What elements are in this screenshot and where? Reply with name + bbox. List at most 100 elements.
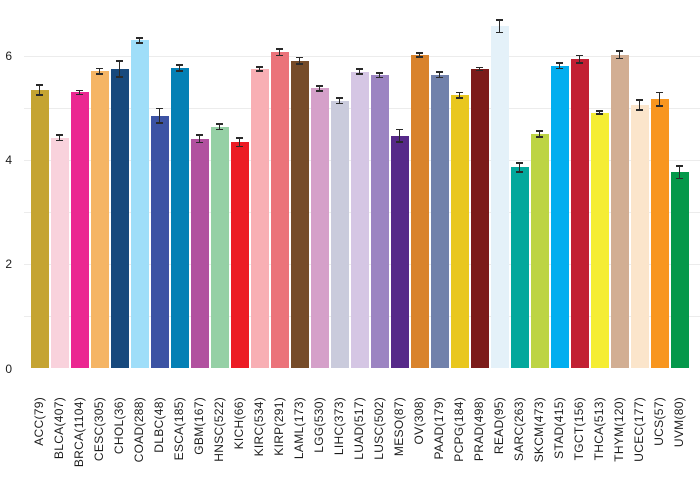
- bar-kich: [230, 142, 249, 369]
- error-bar-cap-top: [596, 110, 603, 113]
- error-bar-cap-bottom: [476, 69, 483, 72]
- error-bar-cap-top: [76, 89, 83, 92]
- error-bar: [258, 66, 261, 72]
- error-bar-cap-bottom: [396, 141, 403, 143]
- x-axis-tick-label: BRCA(1104): [72, 397, 86, 468]
- error-bar-cap-bottom: [676, 177, 683, 180]
- x-axis-tick-label: READ(95): [492, 397, 506, 455]
- error-bar-cap-top: [336, 97, 343, 100]
- bar-laml: [290, 60, 309, 369]
- error-bar: [538, 131, 541, 138]
- x-axis-tick-label: CESC(305): [92, 397, 106, 462]
- x-axis-tick-label: CHOL(36): [112, 397, 126, 455]
- error-bar-cap-top: [556, 62, 563, 65]
- error-bar-cap-bottom: [336, 102, 343, 105]
- error-bar: [58, 135, 61, 141]
- bar-kirp: [270, 52, 289, 369]
- error-bar-cap-bottom: [216, 128, 223, 131]
- bar-pcpg: [450, 95, 469, 369]
- x-axis-tick-label: THYM(120): [612, 397, 626, 462]
- error-bar: [358, 69, 361, 75]
- error-bar-cap-top: [476, 66, 483, 69]
- error-bar: [278, 49, 281, 56]
- x-axis-tick-label: PCPG(184): [452, 397, 466, 462]
- bar-brca: [70, 92, 89, 369]
- error-bar: [78, 90, 81, 95]
- error-bar-cap-bottom: [156, 122, 163, 125]
- error-bar-cap-bottom: [136, 42, 143, 44]
- bar-sarc: [510, 167, 529, 369]
- error-bar-cap-top: [96, 67, 103, 70]
- error-bar-cap-top: [356, 68, 363, 70]
- error-bar: [238, 138, 241, 147]
- y-axis-tick-label: 2: [5, 257, 12, 272]
- error-bar-cap-bottom: [256, 70, 263, 72]
- error-bar-cap-top: [136, 36, 143, 39]
- error-bar: [158, 108, 161, 124]
- error-bar: [38, 84, 41, 96]
- error-bar: [458, 92, 461, 98]
- x-axis-tick-label: BLCA(407): [52, 397, 66, 460]
- x-axis-tick-label: SARC(263): [512, 397, 526, 462]
- x-axis-tick-label: STAD(415): [552, 397, 566, 459]
- error-bar-cap-top: [156, 107, 163, 110]
- error-bar-cap-bottom: [296, 62, 303, 65]
- error-bar-cap-bottom: [536, 136, 543, 139]
- error-bar-cap-bottom: [56, 139, 63, 142]
- error-bar-cap-bottom: [196, 141, 203, 144]
- error-bar-cap-top: [56, 134, 63, 137]
- bar-lihc: [330, 100, 349, 369]
- bar-tgct: [570, 59, 589, 369]
- bar-thym: [610, 54, 629, 369]
- x-axis-tick-label: UVM(80): [672, 397, 686, 448]
- error-bar-cap-top: [236, 137, 243, 140]
- error-bar-cap-top: [636, 98, 643, 101]
- bar-paad: [430, 74, 449, 369]
- error-bar-cap-bottom: [636, 109, 643, 112]
- error-bar: [398, 129, 401, 142]
- error-bar-cap-bottom: [576, 61, 583, 64]
- x-axis-tick-label: PRAD(498): [472, 397, 486, 462]
- error-bar: [418, 52, 421, 58]
- x-axis-tick-label: LUSC(502): [372, 397, 386, 460]
- bar-dlbc: [150, 115, 169, 369]
- error-bar: [178, 64, 181, 72]
- x-axis-tick-label: THCA(513): [592, 397, 606, 461]
- error-bar: [298, 57, 301, 64]
- bar-ov: [410, 54, 429, 369]
- error-bar-cap-top: [256, 66, 263, 68]
- error-bar-cap-top: [296, 56, 303, 59]
- x-axis-tick-label: OV(308): [412, 397, 426, 445]
- error-bar-cap-bottom: [516, 171, 523, 173]
- x-axis-tick-label: LUAD(517): [352, 397, 366, 460]
- x-axis-tick-label: TGCT(156): [572, 397, 586, 461]
- error-bar-cap-bottom: [276, 54, 283, 57]
- x-axis-tick-label: UCEC(177): [632, 397, 646, 462]
- error-bar-cap-top: [376, 72, 383, 75]
- error-bar: [378, 73, 381, 78]
- error-bar-cap-top: [576, 54, 583, 57]
- bar-esca: [170, 67, 189, 369]
- x-axis-tick-label: ACC(79): [32, 397, 46, 446]
- error-bar-cap-bottom: [456, 96, 463, 99]
- error-bar-cap-bottom: [496, 31, 503, 34]
- x-axis-tick-label: ESCA(185): [172, 397, 186, 461]
- error-bar-cap-bottom: [436, 76, 443, 79]
- error-bar-cap-bottom: [36, 94, 43, 96]
- error-bar-cap-top: [416, 52, 423, 54]
- bar-read: [490, 26, 509, 369]
- y-axis-tick-label: 6: [5, 49, 12, 64]
- bar-ucec: [630, 104, 649, 369]
- bar-acc: [30, 89, 49, 369]
- error-bar-cap-top: [116, 60, 123, 63]
- error-bar-cap-top: [436, 71, 443, 73]
- bar-blca: [50, 137, 69, 369]
- bar-meso: [390, 135, 409, 369]
- error-bar-cap-bottom: [316, 90, 323, 92]
- bar-lusc: [370, 75, 389, 369]
- error-bar: [558, 63, 561, 69]
- bar-prad: [470, 69, 489, 369]
- x-axis-tick-label: GBM(167): [192, 397, 206, 455]
- error-bar: [578, 55, 581, 63]
- error-bar-cap-top: [616, 50, 623, 53]
